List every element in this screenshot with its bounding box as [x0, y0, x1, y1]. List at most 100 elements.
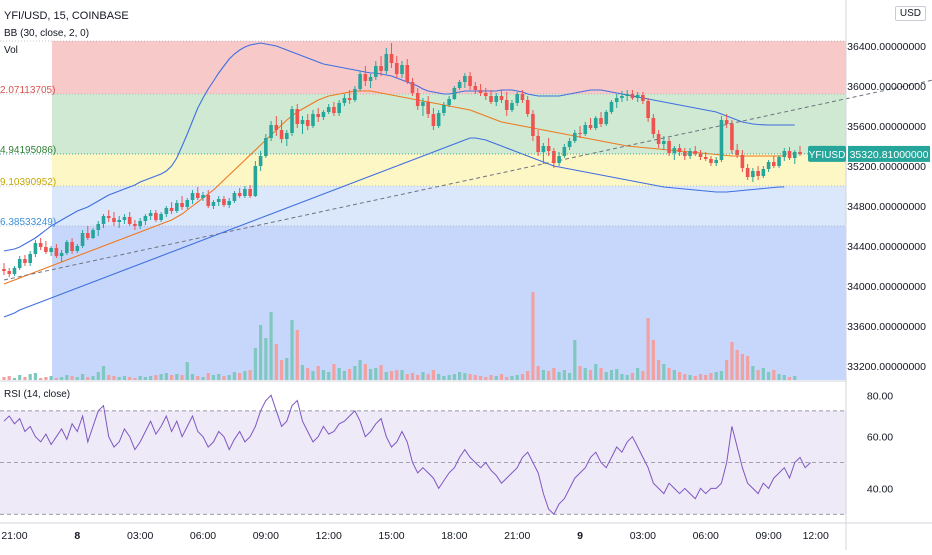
volume-bar [285, 358, 289, 380]
fib-labels: 2.07113705) 4.94195086) 9.10390952) 6.38533… [0, 85, 56, 228]
volume-bar [725, 360, 729, 380]
volume-bar [452, 374, 456, 380]
candle [709, 156, 713, 166]
volume-bar [80, 374, 85, 380]
volume-bar [86, 377, 90, 380]
candle-body [463, 76, 467, 82]
volume-bar [604, 372, 608, 380]
candle [751, 168, 755, 182]
candle-body [44, 247, 48, 252]
volume-bar [159, 374, 163, 380]
candle-body [510, 103, 514, 110]
candle-body [772, 162, 776, 166]
vol-legend[interactable]: Vol [4, 45, 18, 56]
candle-body [7, 271, 12, 274]
candle-body [620, 96, 624, 98]
candle-body [243, 189, 247, 196]
candle [436, 110, 441, 128]
volume-bar [719, 371, 724, 380]
volume-bar [672, 370, 676, 380]
volume-bar [416, 375, 420, 380]
bb-legend[interactable]: BB (30, close, 2, 0) [4, 28, 90, 39]
candle [159, 212, 163, 222]
candle-body [520, 94, 525, 100]
candle-body [468, 76, 472, 86]
candle-body [384, 54, 389, 71]
candle-body [672, 148, 677, 153]
candle [573, 130, 577, 143]
candle-body [216, 199, 221, 202]
candle [431, 108, 436, 130]
candle [410, 78, 415, 96]
volume-bar [232, 372, 237, 380]
volume-bar [552, 368, 556, 380]
volume-bar [787, 377, 792, 380]
volume-bar [112, 376, 116, 380]
candle-body [792, 152, 797, 158]
candle-body [394, 63, 399, 74]
candle [138, 218, 142, 229]
candle-body [667, 141, 671, 153]
candle [38, 238, 43, 250]
candle-body [75, 246, 80, 251]
candle [787, 147, 792, 160]
symbol-title[interactable]: YFI/USD, 15, COINBASE [4, 10, 129, 22]
candle-body [127, 217, 132, 224]
candle-body [133, 224, 137, 226]
volume-bar [578, 366, 582, 380]
candle-body [719, 120, 724, 160]
volume-bar [337, 368, 341, 380]
candle [258, 151, 263, 171]
candle-body [599, 118, 603, 124]
candle [295, 104, 300, 128]
candle [635, 92, 640, 102]
currency-badge[interactable]: USD [894, 6, 926, 21]
time-tick-label: 8 [74, 530, 80, 542]
candle-body [138, 221, 142, 226]
candle [300, 116, 305, 134]
candle-body [494, 96, 499, 102]
candle-body [180, 203, 184, 207]
symbol-tag-label: YFIUSD [809, 150, 846, 161]
volume-bar [75, 377, 79, 380]
volume-bar [206, 373, 210, 380]
candle-body [258, 156, 263, 166]
candle [211, 200, 216, 209]
candle-body [457, 82, 462, 88]
candle [688, 148, 692, 159]
candle [489, 90, 493, 104]
volume-bar [23, 377, 27, 380]
candle [578, 126, 582, 138]
volume-bar [573, 340, 577, 380]
candle-body [573, 133, 577, 141]
volume-bar [311, 371, 315, 380]
volume-bar [348, 369, 352, 380]
candle [593, 116, 598, 130]
fib-label: 4.94195086) [0, 145, 56, 156]
candle-body [431, 114, 436, 126]
candle [190, 190, 195, 204]
volume-bar [641, 371, 645, 380]
candle [122, 214, 127, 224]
candle [457, 80, 462, 90]
candle-body [253, 166, 258, 196]
volume-bar [609, 370, 614, 380]
candle [531, 110, 535, 141]
candle [148, 210, 153, 220]
candle [279, 120, 284, 143]
rsi-legend[interactable]: RSI (14, close) [4, 389, 71, 400]
candle [232, 191, 237, 203]
candle-body [552, 151, 556, 163]
volume-bar [698, 374, 703, 380]
price-tick-label: 34000.00000000 [847, 281, 926, 293]
candle [23, 255, 27, 266]
candle [677, 144, 682, 156]
volume-bar [18, 375, 22, 380]
candle-body [284, 133, 289, 139]
candle-body [630, 94, 635, 98]
time-tick-label: 21:00 [1, 530, 27, 542]
volume-bar [526, 371, 530, 380]
candle [363, 66, 368, 86]
time-tick-label: 09:00 [755, 530, 781, 542]
